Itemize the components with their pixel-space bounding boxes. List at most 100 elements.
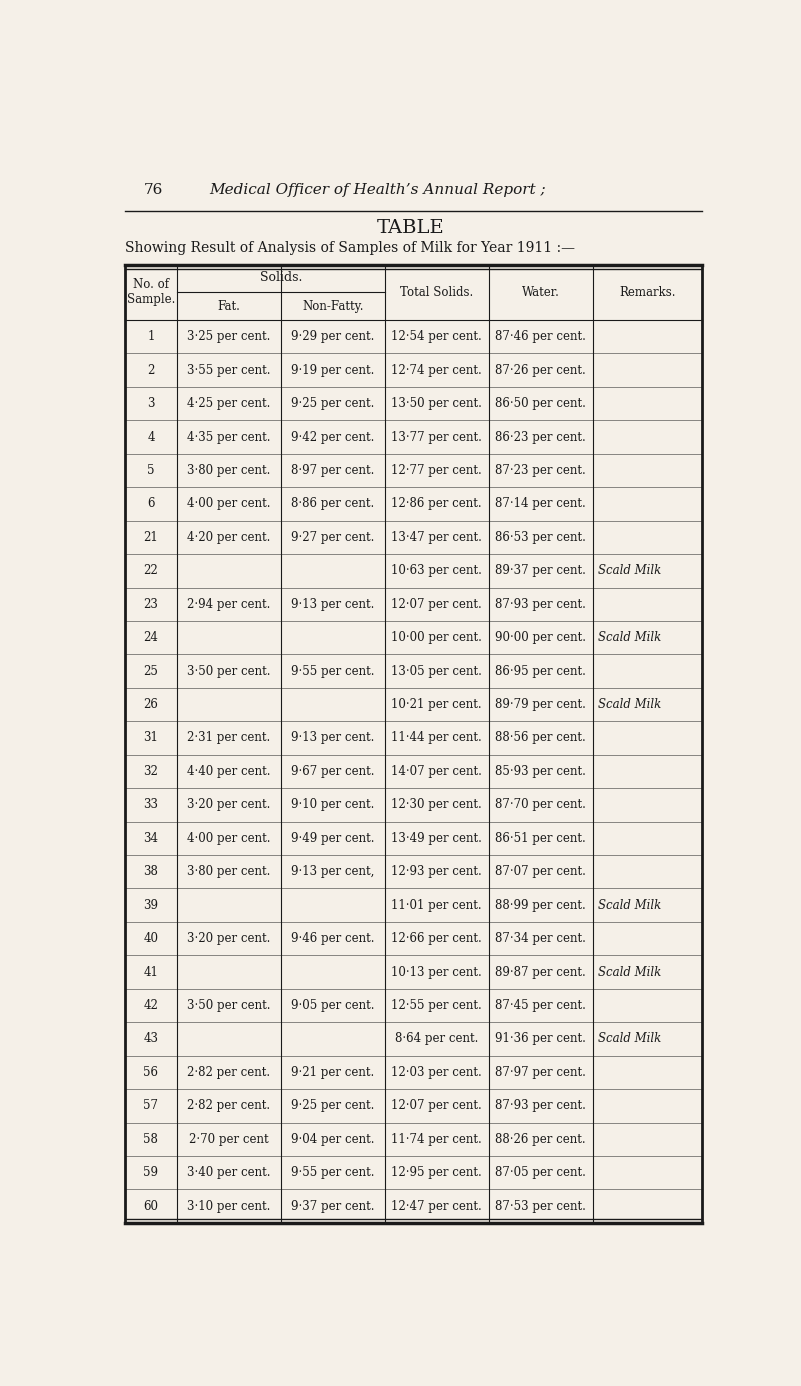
Text: Scald Milk: Scald Milk (598, 966, 661, 979)
Text: 87·97 per cent.: 87·97 per cent. (495, 1066, 586, 1078)
Text: 39: 39 (143, 898, 159, 912)
Text: 9·55 per cent.: 9·55 per cent. (291, 665, 375, 678)
Text: 10·21 per cent.: 10·21 per cent. (392, 699, 482, 711)
Text: 59: 59 (143, 1166, 159, 1179)
Text: 86·95 per cent.: 86·95 per cent. (495, 665, 586, 678)
Text: 11·44 per cent.: 11·44 per cent. (392, 732, 482, 744)
Text: 86·50 per cent.: 86·50 per cent. (495, 398, 586, 410)
Text: 12·77 per cent.: 12·77 per cent. (392, 464, 482, 477)
Text: 88·99 per cent.: 88·99 per cent. (495, 898, 586, 912)
Text: 3·10 per cent.: 3·10 per cent. (187, 1200, 271, 1213)
Text: 9·49 per cent.: 9·49 per cent. (291, 832, 375, 845)
Text: 9·25 per cent.: 9·25 per cent. (291, 1099, 375, 1113)
Text: 31: 31 (143, 732, 159, 744)
Text: 41: 41 (143, 966, 159, 979)
Text: Remarks.: Remarks. (619, 286, 676, 299)
Text: 3·80 per cent.: 3·80 per cent. (187, 464, 271, 477)
Text: 87·93 per cent.: 87·93 per cent. (495, 1099, 586, 1113)
Text: 3·40 per cent.: 3·40 per cent. (187, 1166, 271, 1179)
Text: Showing Result of Analysis of Samples of Milk for Year 1911 :—: Showing Result of Analysis of Samples of… (125, 241, 575, 255)
Text: 9·13 per cent.: 9·13 per cent. (291, 732, 375, 744)
Text: 4·25 per cent.: 4·25 per cent. (187, 398, 271, 410)
Text: 4·35 per cent.: 4·35 per cent. (187, 431, 271, 444)
Text: 14·07 per cent.: 14·07 per cent. (391, 765, 482, 778)
Text: Fat.: Fat. (217, 299, 240, 313)
Text: 12·95 per cent.: 12·95 per cent. (392, 1166, 482, 1179)
Text: 88·26 per cent.: 88·26 per cent. (495, 1132, 586, 1146)
Text: 4·00 per cent.: 4·00 per cent. (187, 832, 271, 845)
Text: Scald Milk: Scald Milk (598, 699, 661, 711)
Text: 2·94 per cent.: 2·94 per cent. (187, 597, 271, 611)
Text: 12·54 per cent.: 12·54 per cent. (392, 330, 482, 344)
Text: 13·47 per cent.: 13·47 per cent. (391, 531, 482, 543)
Text: 2·70 per cent: 2·70 per cent (189, 1132, 268, 1146)
Text: 9·37 per cent.: 9·37 per cent. (291, 1200, 375, 1213)
Text: 13·77 per cent.: 13·77 per cent. (391, 431, 482, 444)
Text: 10·00 per cent.: 10·00 per cent. (391, 631, 482, 644)
Text: Scald Milk: Scald Milk (598, 1033, 661, 1045)
Text: 56: 56 (143, 1066, 159, 1078)
Text: 85·93 per cent.: 85·93 per cent. (495, 765, 586, 778)
Text: 24: 24 (143, 631, 159, 644)
Text: 23: 23 (143, 597, 159, 611)
Text: Scald Milk: Scald Milk (598, 898, 661, 912)
Text: Solids.: Solids. (260, 270, 302, 284)
Text: 12·07 per cent.: 12·07 per cent. (392, 597, 482, 611)
Text: 88·56 per cent.: 88·56 per cent. (495, 732, 586, 744)
Text: 33: 33 (143, 798, 159, 811)
Text: 11·74 per cent.: 11·74 per cent. (392, 1132, 482, 1146)
Text: 11·01 per cent.: 11·01 per cent. (392, 898, 482, 912)
Text: Medical Officer of Health’s Annual Report ;: Medical Officer of Health’s Annual Repor… (209, 183, 545, 197)
Text: 2·31 per cent.: 2·31 per cent. (187, 732, 271, 744)
Text: 9·55 per cent.: 9·55 per cent. (291, 1166, 375, 1179)
Text: 2·82 per cent.: 2·82 per cent. (187, 1099, 271, 1113)
Text: 3·25 per cent.: 3·25 per cent. (187, 330, 271, 344)
Text: Total Solids.: Total Solids. (400, 286, 473, 299)
Text: 34: 34 (143, 832, 159, 845)
Text: 13·50 per cent.: 13·50 per cent. (391, 398, 482, 410)
Text: 4·00 per cent.: 4·00 per cent. (187, 498, 271, 510)
Text: 3·55 per cent.: 3·55 per cent. (187, 363, 271, 377)
Text: 9·46 per cent.: 9·46 per cent. (291, 933, 375, 945)
Text: 9·13 per cent,: 9·13 per cent, (291, 865, 375, 879)
Text: 76: 76 (143, 183, 163, 197)
Text: 89·87 per cent.: 89·87 per cent. (495, 966, 586, 979)
Text: 12·86 per cent.: 12·86 per cent. (392, 498, 482, 510)
Text: 26: 26 (143, 699, 159, 711)
Text: 8·64 per cent.: 8·64 per cent. (395, 1033, 478, 1045)
Text: 87·07 per cent.: 87·07 per cent. (495, 865, 586, 879)
Text: 2: 2 (147, 363, 155, 377)
Text: 89·37 per cent.: 89·37 per cent. (495, 564, 586, 578)
Text: 32: 32 (143, 765, 159, 778)
Text: 10·13 per cent.: 10·13 per cent. (392, 966, 482, 979)
Text: 10·63 per cent.: 10·63 per cent. (391, 564, 482, 578)
Text: 89·79 per cent.: 89·79 per cent. (495, 699, 586, 711)
Text: 87·93 per cent.: 87·93 per cent. (495, 597, 586, 611)
Text: 86·51 per cent.: 86·51 per cent. (495, 832, 586, 845)
Text: 12·47 per cent.: 12·47 per cent. (392, 1200, 482, 1213)
Text: 12·30 per cent.: 12·30 per cent. (392, 798, 482, 811)
Text: 3: 3 (147, 398, 155, 410)
Text: 60: 60 (143, 1200, 159, 1213)
Text: 12·03 per cent.: 12·03 per cent. (392, 1066, 482, 1078)
Text: 38: 38 (143, 865, 159, 879)
Text: 2·82 per cent.: 2·82 per cent. (187, 1066, 271, 1078)
Text: 21: 21 (143, 531, 159, 543)
Text: 87·46 per cent.: 87·46 per cent. (495, 330, 586, 344)
Text: 9·29 per cent.: 9·29 per cent. (291, 330, 375, 344)
Text: 9·21 per cent.: 9·21 per cent. (292, 1066, 374, 1078)
Text: 91·36 per cent.: 91·36 per cent. (495, 1033, 586, 1045)
Text: 6: 6 (147, 498, 155, 510)
Text: 87·26 per cent.: 87·26 per cent. (495, 363, 586, 377)
Text: 9·04 per cent.: 9·04 per cent. (291, 1132, 375, 1146)
Text: 3·50 per cent.: 3·50 per cent. (187, 665, 271, 678)
Text: 90·00 per cent.: 90·00 per cent. (495, 631, 586, 644)
Text: 87·53 per cent.: 87·53 per cent. (495, 1200, 586, 1213)
Text: 4·40 per cent.: 4·40 per cent. (187, 765, 271, 778)
Text: 3·50 per cent.: 3·50 per cent. (187, 999, 271, 1012)
Text: 87·14 per cent.: 87·14 per cent. (495, 498, 586, 510)
Text: 87·23 per cent.: 87·23 per cent. (495, 464, 586, 477)
Text: 25: 25 (143, 665, 159, 678)
Text: 3·80 per cent.: 3·80 per cent. (187, 865, 271, 879)
Text: Scald Milk: Scald Milk (598, 631, 661, 644)
